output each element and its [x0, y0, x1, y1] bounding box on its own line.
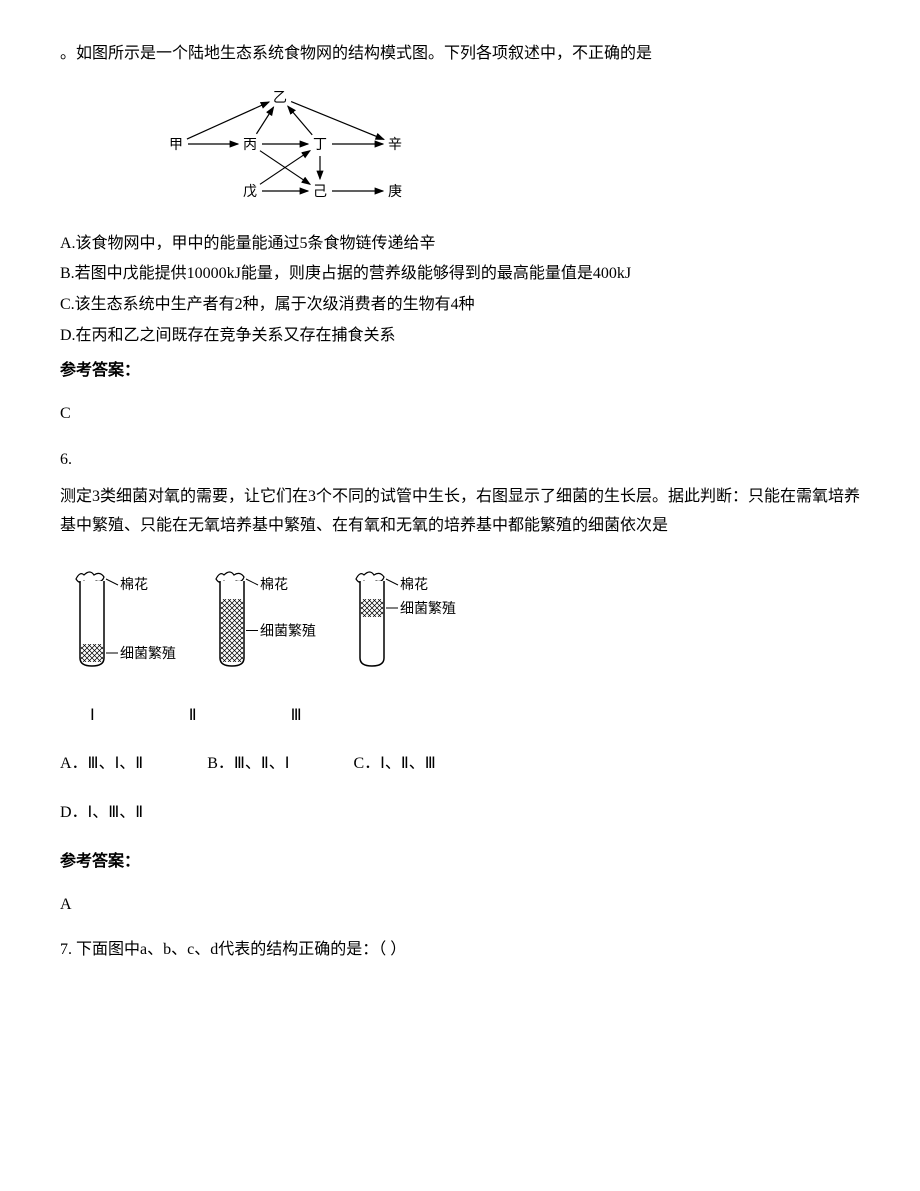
- svg-text:丁: 丁: [313, 138, 327, 153]
- q6-option-c: C．Ⅰ、Ⅱ、Ⅲ: [354, 750, 436, 779]
- tube-label-2: Ⅱ: [189, 702, 197, 731]
- svg-text:细菌繁殖: 细菌繁殖: [120, 645, 176, 662]
- tubes-svg: 棉花细菌繁殖 棉花细菌繁殖 棉花细菌繁殖: [60, 561, 480, 681]
- svg-text:棉花: 棉花: [260, 576, 288, 593]
- q5-option-d: D.在丙和乙之间既存在竞争关系又存在捕食关系: [60, 322, 860, 351]
- food-web-diagram: 乙甲 丙 丁 辛戊 己 庚: [120, 79, 860, 220]
- tubes-diagram: 棉花细菌繁殖 棉花细菌繁殖 棉花细菌繁殖: [60, 561, 860, 692]
- svg-text:辛: 辛: [388, 137, 402, 153]
- q6-options-row2: D．Ⅰ、Ⅲ、Ⅱ: [60, 799, 860, 828]
- q6-option-a: A．Ⅲ、Ⅰ、Ⅱ: [60, 750, 143, 779]
- q5-answer-label: 参考答案：: [60, 357, 860, 386]
- q5-option-c: C.该生态系统中生产者有2种，属于次级消费者的生物有4种: [60, 291, 860, 320]
- q5-option-b: B.若图中戊能提供10000kJ能量，则庚占据的营养级能够得到的最高能量值是40…: [60, 260, 860, 289]
- q6-answer: A: [60, 891, 860, 920]
- q5-intro: 。如图所示是一个陆地生态系统食物网的结构模式图。下列各项叙述中，不正确的是: [60, 40, 860, 69]
- svg-text:戊: 戊: [243, 184, 257, 200]
- svg-text:庚: 庚: [388, 184, 402, 200]
- tube-label-3: Ⅲ: [291, 702, 302, 731]
- q6-option-d: D．Ⅰ、Ⅲ、Ⅱ: [60, 799, 143, 828]
- svg-text:丙: 丙: [243, 138, 257, 153]
- svg-text:细菌繁殖: 细菌繁殖: [260, 622, 316, 639]
- q6-text: 测定3类细菌对氧的需要，让它们在3个不同的试管中生长，右图显示了细菌的生长层。据…: [60, 483, 860, 541]
- q7-text: 7. 下面图中a、b、c、d代表的结构正确的是：（ ）: [60, 936, 860, 965]
- svg-text:甲: 甲: [169, 138, 183, 153]
- svg-text:乙: 乙: [273, 90, 287, 106]
- q6-number: 6.: [60, 446, 860, 475]
- q6-option-b: B．Ⅲ、Ⅱ、Ⅰ: [207, 750, 289, 779]
- q5-answer: C: [60, 400, 860, 429]
- q6-options-row1: A．Ⅲ、Ⅰ、Ⅱ B．Ⅲ、Ⅱ、Ⅰ C．Ⅰ、Ⅱ、Ⅲ: [60, 750, 860, 779]
- svg-text:棉花: 棉花: [400, 576, 428, 593]
- svg-text:己: 己: [313, 185, 327, 200]
- svg-text:细菌繁殖: 细菌繁殖: [400, 600, 456, 617]
- food-web-svg: 乙甲 丙 丁 辛戊 己 庚: [120, 79, 460, 209]
- q5-option-a: A.该食物网中，甲中的能量能通过5条食物链传递给辛: [60, 230, 860, 259]
- tube-roman-labels: Ⅰ Ⅱ Ⅲ: [90, 702, 860, 731]
- svg-text:棉花: 棉花: [120, 576, 148, 593]
- q6-answer-label: 参考答案：: [60, 848, 860, 877]
- tube-label-1: Ⅰ: [90, 702, 95, 731]
